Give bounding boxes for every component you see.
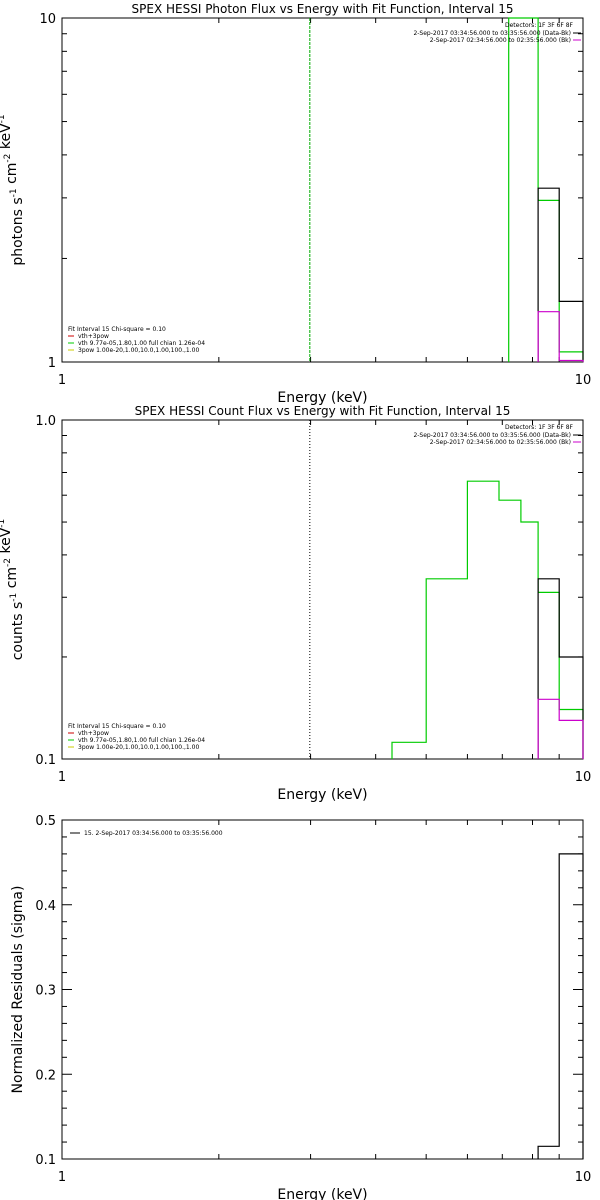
series-step-data-bk <box>537 578 584 759</box>
legend-entry: 3pow 1.00e-20,1.00,10.0,1.00,100.,1.00 <box>78 347 199 354</box>
y-tick-label: 0.1 <box>35 753 56 768</box>
y-tick-label: 0.4 <box>35 899 56 914</box>
x-tick-label: 1 <box>58 770 66 785</box>
x-tick-label: 10 <box>575 770 592 785</box>
y-axis-label-exponent: -1 <box>0 519 7 528</box>
legend-entry: 15. 2-Sep-2017 03:34:56.000 to 03:35:56.… <box>84 830 223 837</box>
legend-entry: vth 9.77e-05,1.80,1.00 full chian 1.26e-… <box>78 340 205 347</box>
y-axis-label-part: keV <box>0 123 14 154</box>
y-tick-label: 0.5 <box>35 814 56 829</box>
y-axis-label-part: cm <box>4 163 20 189</box>
chart-panel-3: 1 10 0.1 0.2 0.3 0.4 0.5 Energy (keV) Normalized… <box>10 814 591 1200</box>
series-step-bk <box>537 311 584 362</box>
y-axis-label: counts s-1 cm-2 keV-1 <box>0 519 26 661</box>
y-axis-label-part: cm <box>4 567 20 593</box>
y-axis-label: Normalized Residuals (sigma) <box>10 886 26 1094</box>
x-axis-label: Energy (keV) <box>277 787 367 803</box>
y-axis-label-exponent: -2 <box>3 558 13 567</box>
legend-entry: vth+3pow <box>78 333 109 340</box>
series-step-15 <box>537 853 584 1159</box>
x-axis-label: Energy (keV) <box>277 1187 367 1200</box>
legend-detectors: Detectors: 1F 3F 6F 8F <box>505 22 574 29</box>
series-step-vth-3pow <box>508 17 584 362</box>
plot-frame <box>61 17 584 363</box>
series-step-vth-3pow <box>391 480 584 759</box>
chart-panel-1: 1 10 1 10 SPEX HESSI Photon Flux vs Energy w… <box>0 2 591 406</box>
chart-title: SPEX HESSI Count Flux vs Energy with Fit… <box>135 404 511 418</box>
legend-entry: vth 9.77e-05,1.80,1.00 full chian 1.26e-… <box>78 737 205 744</box>
y-axis-label-part: counts s <box>10 602 26 661</box>
x-tick-label: 1 <box>58 373 66 388</box>
legend-fit-info: Fit Interval 15 Chi-square = 0.10 <box>68 326 166 333</box>
y-axis-label-part: keV <box>0 527 14 558</box>
legend-fit-info: Fit Interval 15 Chi-square = 0.10 <box>68 723 166 730</box>
x-tick-label: 1 <box>58 1170 66 1185</box>
chart-title: SPEX HESSI Photon Flux vs Energy with Fi… <box>132 2 514 16</box>
y-tick-label: 1.0 <box>35 414 56 429</box>
legend-entry: 2-Sep-2017 02:34:56.000 to 02:35:56.000 … <box>430 439 571 446</box>
series-step-data-bk <box>537 187 584 362</box>
legend-entry: vth+3pow <box>78 730 109 737</box>
y-tick-label: 0.3 <box>35 984 56 999</box>
plot-frame <box>61 819 584 1160</box>
plot-frame <box>61 419 584 760</box>
legend-entry: 2-Sep-2017 03:34:56.000 to 03:35:56.000 … <box>413 30 571 37</box>
y-axis-label-exponent: -2 <box>3 154 13 163</box>
x-tick-label: 10 <box>575 373 592 388</box>
legend-entry: 2-Sep-2017 03:34:56.000 to 03:35:56.000 … <box>413 432 571 439</box>
chart-panel-2: 1 10 0.1 1.0 SPEX HESSI Count Flux vs Energy… <box>0 404 591 803</box>
legend-entry: 3pow 1.00e-20,1.00,10.0,1.00,100.,1.00 <box>78 744 199 751</box>
x-axis-label: Energy (keV) <box>277 390 367 406</box>
y-axis-label: photons s-1 cm-2 keV-1 <box>0 114 26 265</box>
y-axis-label-exponent: -1 <box>9 188 19 197</box>
y-tick-label: 0.2 <box>35 1068 56 1083</box>
legend-detectors: Detectors: 1F 3F 6F 8F <box>505 424 574 431</box>
y-axis-label-exponent: -1 <box>9 593 19 602</box>
y-axis-label-part: Normalized Residuals (sigma) <box>10 886 26 1094</box>
y-axis-label-exponent: -1 <box>0 114 7 123</box>
legend-entry: 2-Sep-2017 02:34:56.000 to 02:35:56.000 … <box>430 37 571 44</box>
y-axis-label-part: photons s <box>10 197 26 265</box>
y-tick-label: 1 <box>48 356 56 371</box>
y-tick-label: 10 <box>39 12 56 27</box>
x-tick-label: 10 <box>575 1170 592 1185</box>
series-step-bk <box>537 698 584 759</box>
y-tick-label: 0.1 <box>35 1153 56 1168</box>
